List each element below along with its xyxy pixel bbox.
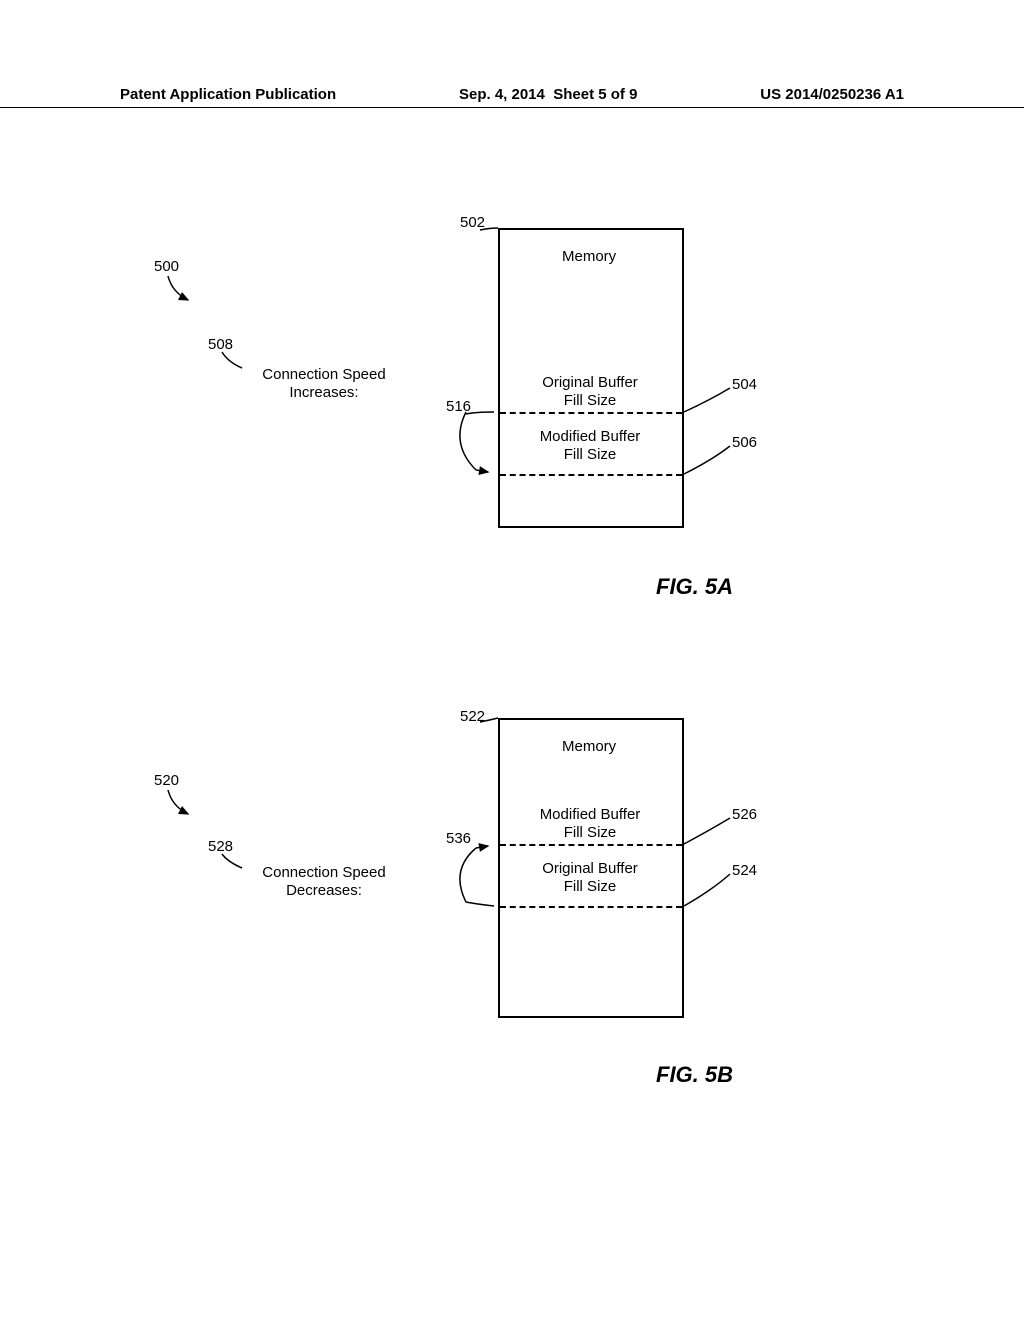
figB-ref-520: 520 [154,772,179,790]
figB-ref-526: 526 [732,806,757,824]
page: Patent Application Publication Sep. 4, 2… [0,0,1024,1320]
figA-ref-504: 504 [732,376,757,394]
figB-ref-536: 536 [446,830,471,848]
figA-ref-516: 516 [446,398,471,416]
leader-lines [0,0,1024,1320]
figA-ref-500: 500 [154,258,179,276]
figA-dash-original [500,412,682,414]
figA-title: FIG. 5A [656,574,733,600]
figB-dash-modified [500,844,682,846]
figB-ref-528: 528 [208,838,233,856]
figA-orig-buffer: Original Buffer Fill Size [530,374,650,410]
figA-ref-502: 502 [460,214,485,232]
figA-conn-speed: Connection Speed Increases: [244,366,404,402]
figB-ref-522: 522 [460,708,485,726]
figA-memory-label: Memory [562,248,616,266]
figB-ref-524: 524 [732,862,757,880]
figA-ref-508: 508 [208,336,233,354]
figB-orig-buffer: Original Buffer Fill Size [530,860,650,896]
figA-mod-buffer: Modified Buffer Fill Size [530,428,650,464]
figA-dash-modified [500,474,682,476]
figB-conn-speed: Connection Speed Decreases: [244,864,404,900]
header-pub: Patent Application Publication [120,86,336,103]
figA-ref-506: 506 [732,434,757,452]
figB-mod-buffer: Modified Buffer Fill Size [530,806,650,842]
figB-dash-original [500,906,682,908]
figB-title: FIG. 5B [656,1062,733,1088]
header-docnum: US 2014/0250236 A1 [760,86,904,103]
patent-header: Patent Application Publication Sep. 4, 2… [0,86,1024,108]
figB-memory-label: Memory [562,738,616,756]
header-date-sheet: Sep. 4, 2014 Sheet 5 of 9 [459,86,637,103]
